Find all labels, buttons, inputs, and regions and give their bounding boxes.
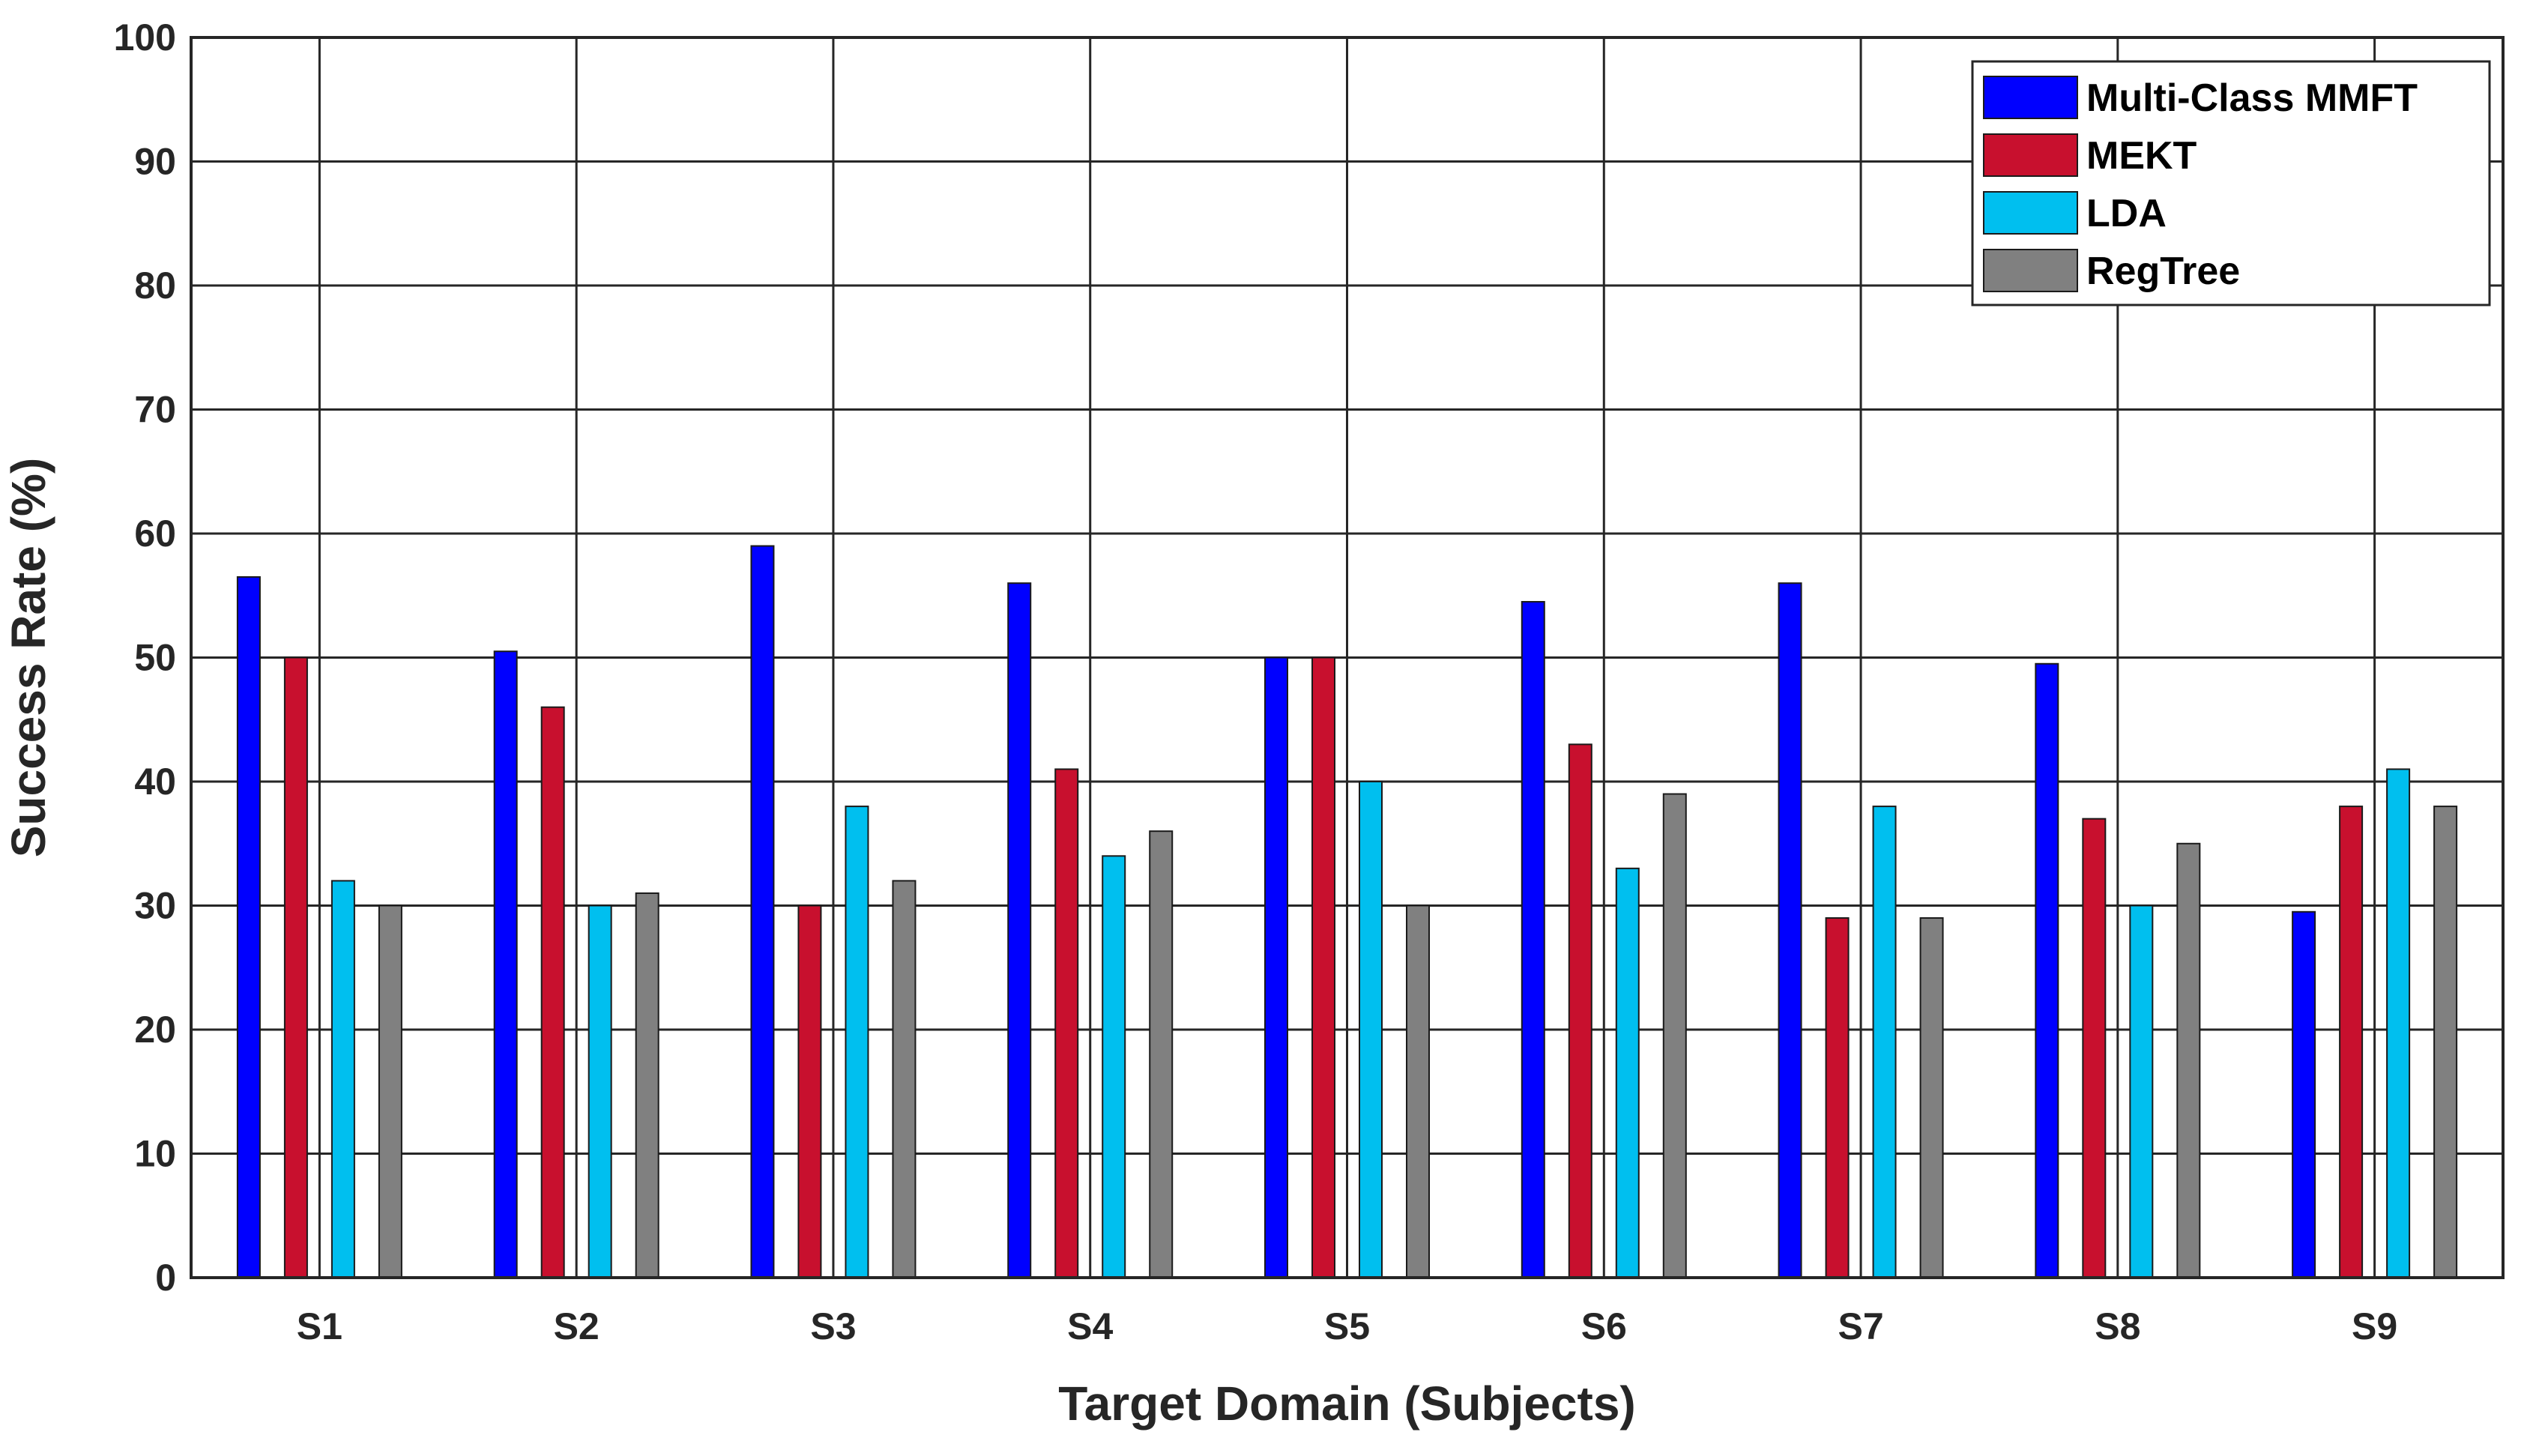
bar-regtree-s8 bbox=[2176, 842, 2201, 1278]
legend-swatch bbox=[1983, 249, 2078, 292]
y-axis-title: Success Rate (%) bbox=[1, 458, 55, 858]
x-tick-label: S1 bbox=[297, 1305, 342, 1347]
legend-label: MEKT bbox=[2086, 134, 2197, 178]
bar-regtree-s1 bbox=[378, 904, 402, 1278]
bar-lda-s7 bbox=[1872, 806, 1897, 1278]
y-tick-label: 80 bbox=[134, 265, 176, 306]
x-tick-label: S5 bbox=[1324, 1305, 1370, 1347]
bar-lda-s5 bbox=[1359, 781, 1383, 1278]
y-tick-labels: 0 10 20 30 40 50 60 70 80 90 100 bbox=[114, 16, 176, 1299]
bar-multi-class-mmft-s7 bbox=[1778, 582, 1802, 1278]
bar-mekt-s6 bbox=[1568, 743, 1592, 1278]
bar-regtree-s5 bbox=[1406, 904, 1430, 1278]
bar-multi-class-mmft-s1 bbox=[236, 576, 261, 1278]
bar-multi-class-mmft-s9 bbox=[2292, 910, 2316, 1279]
bar-lda-s3 bbox=[845, 806, 869, 1278]
bar-mekt-s1 bbox=[283, 656, 308, 1278]
bar-lda-s1 bbox=[330, 880, 355, 1278]
x-tick-label: S8 bbox=[2095, 1305, 2140, 1347]
y-tick-label: 50 bbox=[134, 637, 176, 679]
x-axis-title: Target Domain (Subjects) bbox=[1058, 1377, 1635, 1431]
legend-swatch bbox=[1983, 191, 2078, 235]
legend-label: RegTree bbox=[2086, 250, 2240, 293]
bars bbox=[236, 545, 2458, 1279]
plot-frame bbox=[190, 36, 2505, 1279]
legend-label: LDA bbox=[2086, 192, 2167, 235]
bar-mekt-s3 bbox=[797, 904, 822, 1278]
bar-multi-class-mmft-s3 bbox=[750, 545, 775, 1278]
x-tick-label: S3 bbox=[810, 1305, 856, 1347]
y-tick-label: 20 bbox=[134, 1009, 176, 1051]
y-tick-label: 100 bbox=[114, 16, 176, 58]
bar-multi-class-mmft-s5 bbox=[1264, 656, 1288, 1278]
x-tick-label: S2 bbox=[554, 1305, 600, 1347]
legend-swatch bbox=[1983, 76, 2078, 119]
y-tick-label: 30 bbox=[134, 885, 176, 927]
bar-lda-s2 bbox=[588, 904, 612, 1278]
y-tick-label: 40 bbox=[134, 761, 176, 803]
bar-mekt-s4 bbox=[1054, 768, 1079, 1278]
bar-lda-s9 bbox=[2386, 768, 2411, 1278]
x-tick-label: S9 bbox=[2352, 1305, 2397, 1347]
bar-mekt-s8 bbox=[2082, 818, 2107, 1278]
bar-multi-class-mmft-s8 bbox=[2035, 662, 2059, 1278]
bar-regtree-s4 bbox=[1149, 830, 1174, 1278]
legend-label: Multi-Class MMFT bbox=[2086, 76, 2418, 120]
bar-lda-s6 bbox=[1615, 867, 1640, 1278]
bar-mekt-s5 bbox=[1311, 656, 1335, 1278]
y-tick-label: 70 bbox=[134, 389, 176, 431]
bar-mekt-s7 bbox=[1825, 917, 1850, 1279]
x-tick-label: S6 bbox=[1581, 1305, 1627, 1347]
x-tick-labels: S1 S2 S3 S4 S5 S6 S7 S8 S9 bbox=[297, 1305, 2397, 1347]
bar-regtree-s7 bbox=[1919, 917, 1944, 1279]
bar-regtree-s6 bbox=[1662, 793, 1687, 1279]
bar-lda-s4 bbox=[1102, 855, 1126, 1279]
y-tick-label: 60 bbox=[134, 513, 176, 555]
bar-regtree-s3 bbox=[892, 880, 917, 1278]
bar-regtree-s9 bbox=[2433, 806, 2458, 1278]
bar-regtree-s2 bbox=[635, 892, 659, 1278]
y-tick-label: 0 bbox=[155, 1257, 176, 1299]
legend-swatch bbox=[1983, 133, 2078, 177]
y-tick-label: 90 bbox=[134, 141, 176, 183]
bar-multi-class-mmft-s4 bbox=[1007, 582, 1032, 1278]
bar-multi-class-mmft-s2 bbox=[493, 650, 518, 1278]
bar-lda-s8 bbox=[2129, 904, 2154, 1278]
bar-multi-class-mmft-s6 bbox=[1521, 601, 1545, 1278]
bar-mekt-s2 bbox=[540, 706, 565, 1278]
x-tick-label: S4 bbox=[1067, 1305, 1113, 1347]
y-tick-label: 10 bbox=[134, 1133, 176, 1175]
bar-mekt-s9 bbox=[2339, 806, 2364, 1278]
x-tick-label: S7 bbox=[1838, 1305, 1883, 1347]
legend: Multi-Class MMFT MEKT LDA RegTree bbox=[1971, 60, 2491, 306]
